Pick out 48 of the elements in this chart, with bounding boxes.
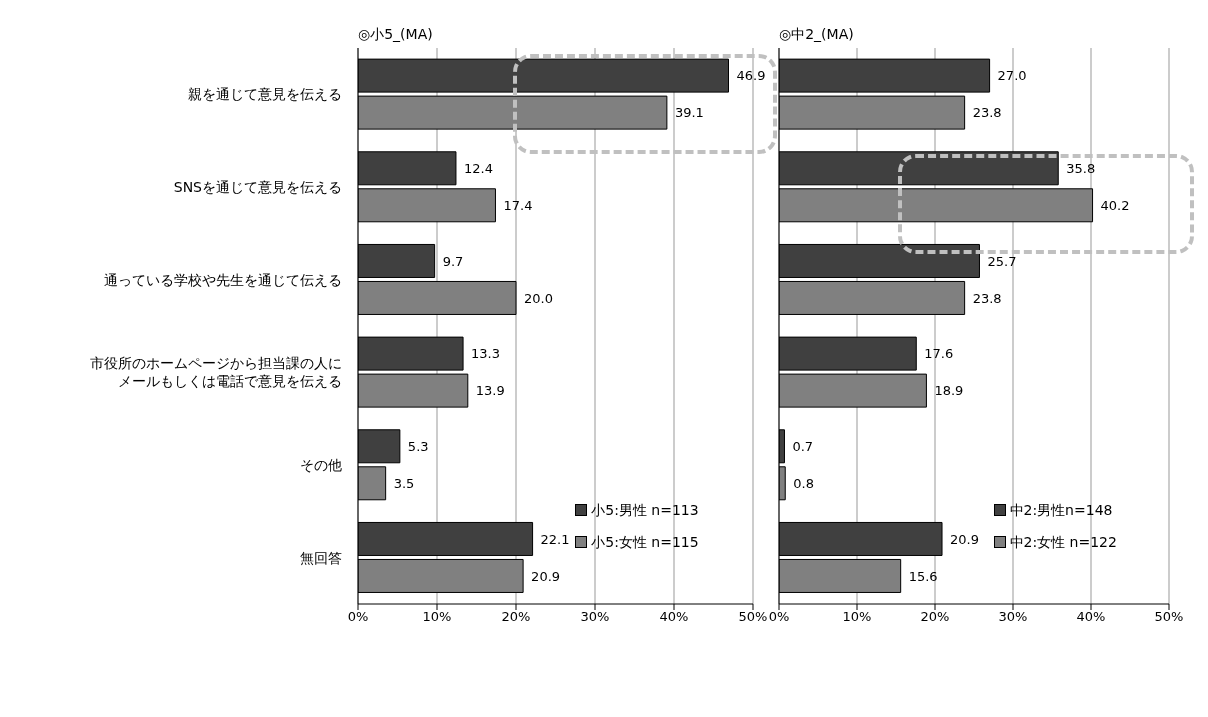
data-label: 0.8 xyxy=(793,475,814,491)
data-label: 9.7 xyxy=(442,253,464,269)
x-tick-label: 40% xyxy=(659,609,689,625)
x-tick-label: 0% xyxy=(347,609,369,625)
chart-title: ◎小5_(MA) xyxy=(358,26,433,44)
y-tick-label: その他 xyxy=(300,457,342,473)
data-label: 46.9 xyxy=(736,68,766,84)
data-label: 23.8 xyxy=(972,105,1002,121)
legend-label: 中2:男性n=148 xyxy=(1009,501,1113,521)
x-tick-label: 20% xyxy=(501,609,531,625)
x-tick-label: 10% xyxy=(422,609,452,625)
data-label: 0.7 xyxy=(792,438,814,454)
data-label: 23.8 xyxy=(972,290,1002,306)
y-tick-label: 無回答 xyxy=(300,549,342,566)
data-label: 35.8 xyxy=(1066,160,1096,176)
data-label: 17.4 xyxy=(503,197,533,213)
data-label: 13.3 xyxy=(471,346,501,362)
data-label: 25.7 xyxy=(987,253,1017,269)
data-label: 5.3 xyxy=(407,438,429,454)
data-label: 20.9 xyxy=(950,531,979,547)
data-label: 13.9 xyxy=(475,383,505,399)
legend-label: 小5:女性 n=115 xyxy=(591,533,699,553)
x-tick-label: 20% xyxy=(920,609,950,625)
data-label: 12.4 xyxy=(463,160,493,176)
x-tick-label: 10% xyxy=(842,609,872,625)
x-tick-label: 50% xyxy=(1154,609,1184,625)
x-tick-label: 30% xyxy=(580,609,610,625)
x-tick-label: 40% xyxy=(1076,609,1106,625)
data-label: 39.1 xyxy=(674,105,704,121)
y-tick-label: SNSを通じて意見を伝える xyxy=(173,179,342,195)
y-tick-label: 市役所のホームページから担当課の人にメールもしくは電話で意見を伝える xyxy=(90,355,342,390)
y-tick-label: 通っている学校や先生を通じて伝える xyxy=(104,271,342,288)
data-label: 27.0 xyxy=(997,68,1027,84)
data-label: 22.1 xyxy=(540,531,570,547)
legend-label: 中2:女性 n=122 xyxy=(1009,533,1117,553)
data-label: 17.6 xyxy=(924,346,954,362)
data-label: 20.0 xyxy=(524,290,553,306)
chart-title: ◎中2_(MA) xyxy=(779,26,854,44)
x-tick-label: 50% xyxy=(738,609,768,625)
data-label: 18.9 xyxy=(934,383,964,399)
data-label: 15.6 xyxy=(908,568,938,584)
x-tick-label: 0% xyxy=(768,609,790,625)
data-label: 20.9 xyxy=(531,568,561,584)
legend-label: 小5:男性 n=113 xyxy=(591,501,699,521)
data-label: 3.5 xyxy=(393,475,415,491)
data-label: 40.2 xyxy=(1100,197,1130,213)
x-tick-label: 30% xyxy=(998,609,1028,625)
y-tick-label: 親を通じて意見を伝える xyxy=(188,86,342,103)
